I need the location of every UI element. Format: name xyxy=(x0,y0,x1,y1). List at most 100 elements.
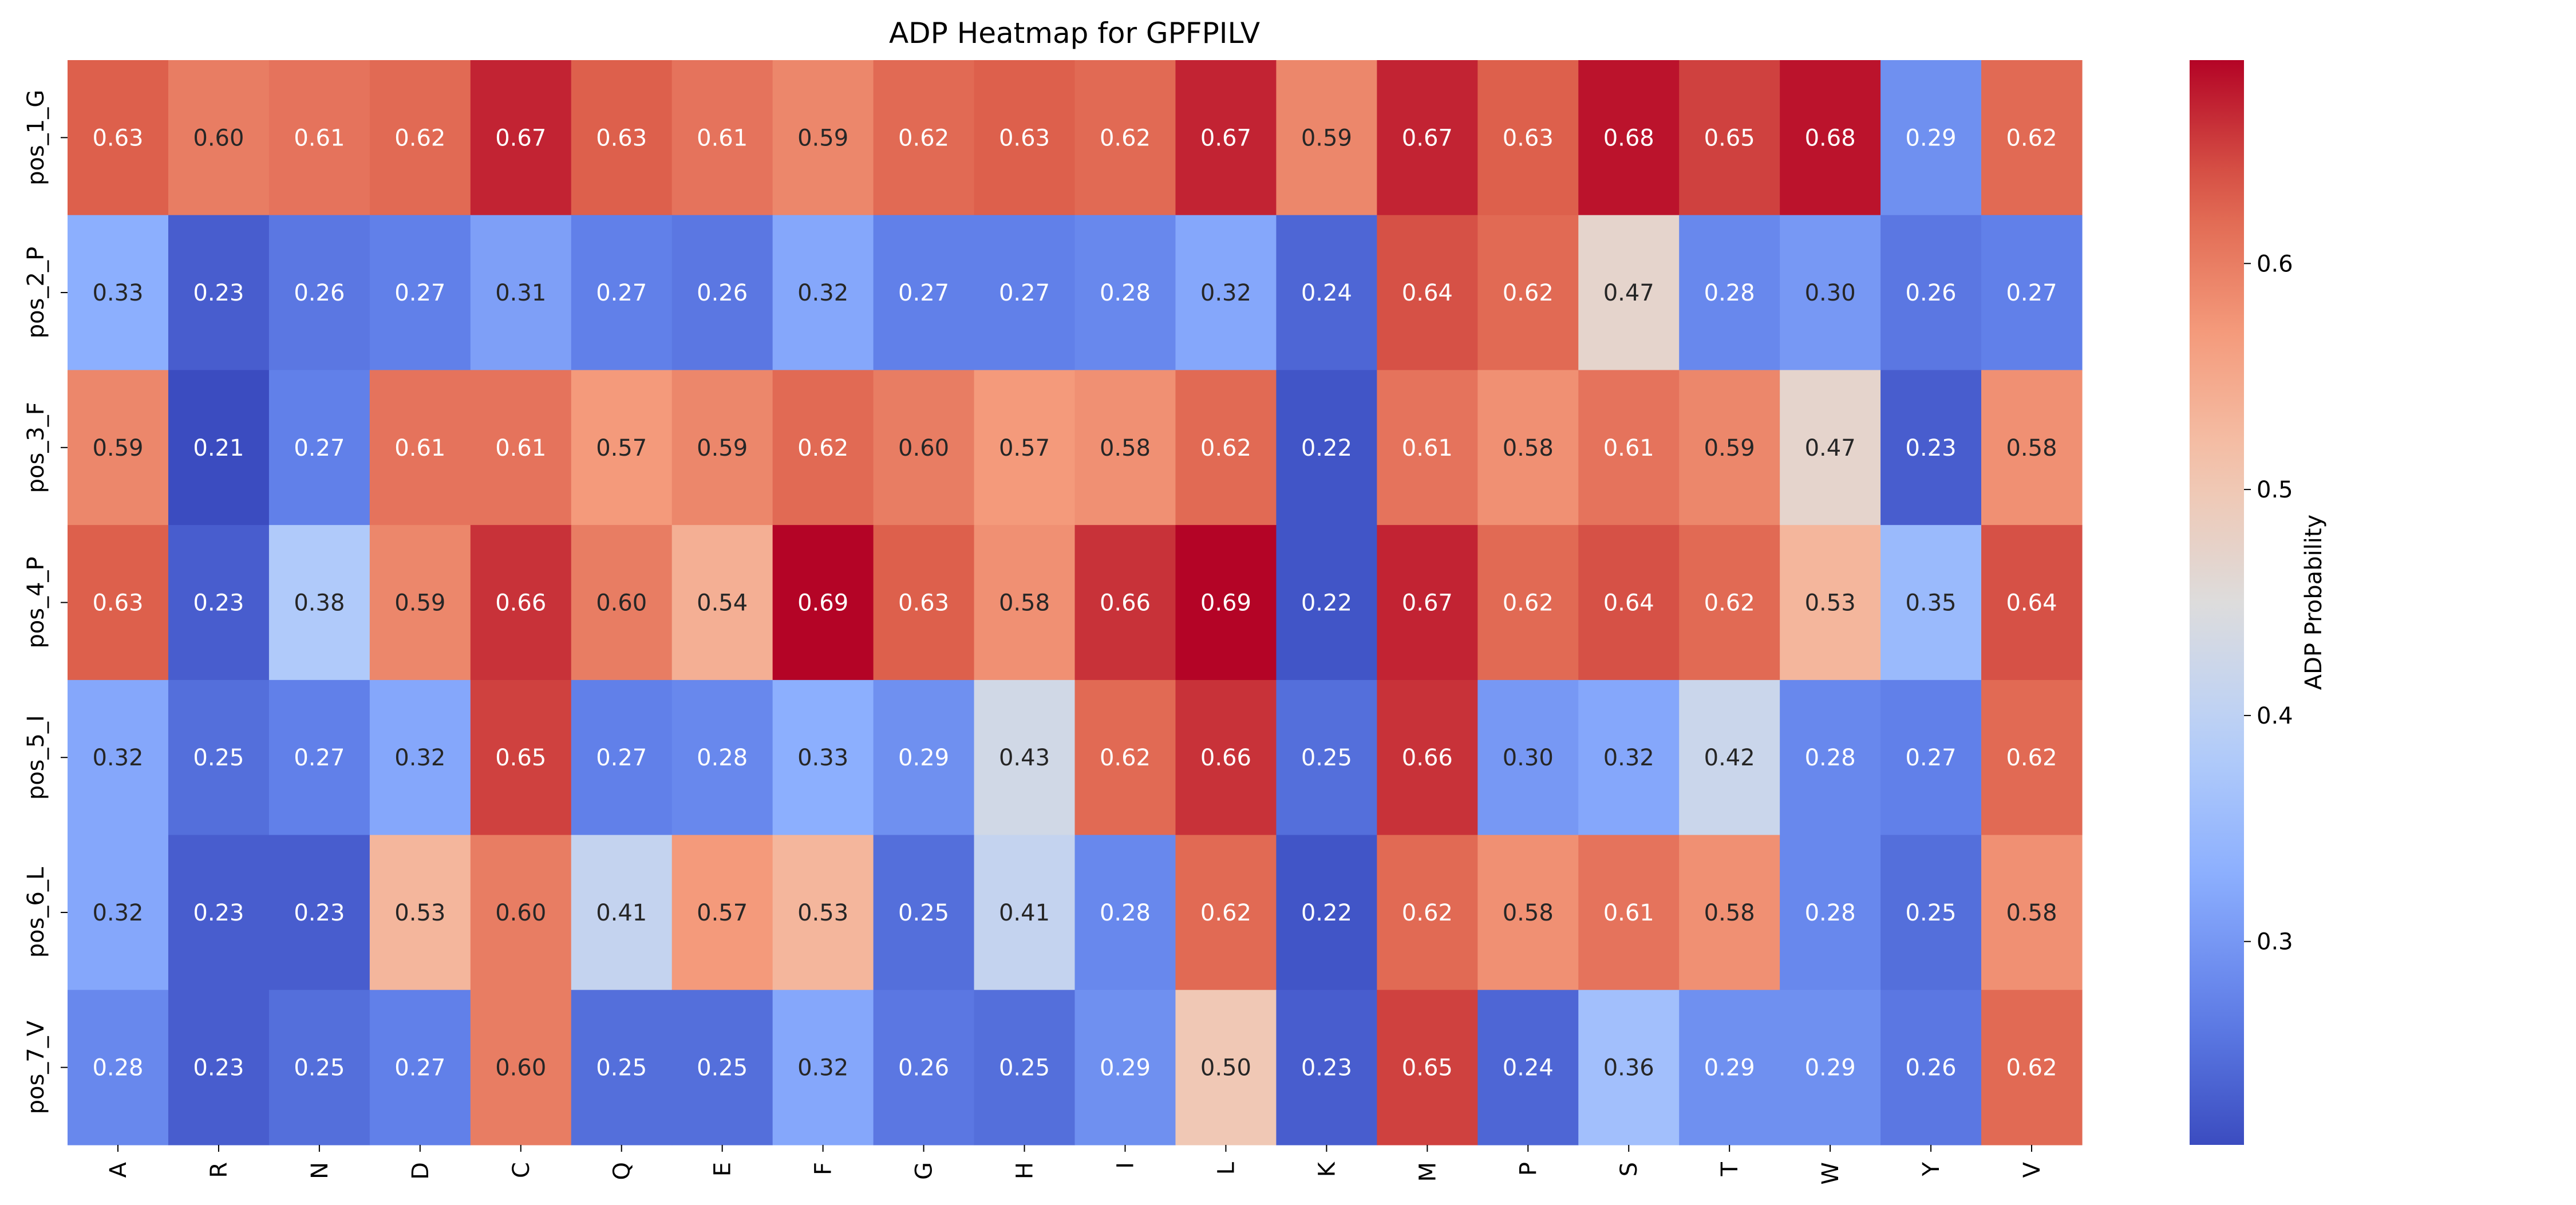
cell-value-label: 0.58 xyxy=(1100,435,1151,461)
y-tick-label: pos_7_V xyxy=(23,1020,49,1114)
cell-value-label: 0.33 xyxy=(92,280,143,306)
heatmap-cell xyxy=(470,370,572,526)
x-tick-label: Q xyxy=(609,1162,635,1180)
cell-value-label: 0.66 xyxy=(1402,745,1453,771)
cell-value-label: 0.62 xyxy=(797,435,848,461)
cell-value-label: 0.59 xyxy=(92,435,143,461)
cell-value-label: 0.25 xyxy=(999,1055,1050,1081)
cell-value-label: 0.57 xyxy=(697,900,748,926)
cell-value-label: 0.61 xyxy=(1603,435,1654,461)
cell-value-label: 0.60 xyxy=(596,590,647,617)
colorbar-ticks: 0.3 0.4 0.5 0.6 xyxy=(2244,251,2293,955)
heatmap-cell xyxy=(1578,679,1680,836)
heatmap-cell xyxy=(1880,679,1982,836)
heatmap-cell xyxy=(168,990,270,1145)
cell-value-label: 0.69 xyxy=(797,590,848,617)
cell-value-label: 0.62 xyxy=(2006,1055,2057,1081)
heatmap-cell xyxy=(1679,525,1780,681)
cell-value-label: 0.61 xyxy=(697,125,748,151)
cell-value-label: 0.25 xyxy=(294,1055,345,1081)
cell-value-label: 0.28 xyxy=(1100,280,1151,306)
heatmap-cell xyxy=(1477,215,1579,371)
heatmap-cell xyxy=(1175,679,1277,836)
cell-value-label: 0.59 xyxy=(697,435,748,461)
heatmap-cell xyxy=(1276,370,1377,526)
heatmap-cell xyxy=(1175,370,1277,526)
cell-value-label: 0.23 xyxy=(193,900,244,926)
cell-value-label: 0.33 xyxy=(797,745,848,771)
heatmap-cell xyxy=(974,525,1076,681)
cell-value-label: 0.57 xyxy=(999,435,1050,461)
cell-value-label: 0.35 xyxy=(1906,590,1957,617)
cell-value-label: 0.53 xyxy=(1805,590,1856,617)
cell-value-label: 0.67 xyxy=(495,125,546,151)
cell-value-label: 0.27 xyxy=(294,435,345,461)
cell-value-label: 0.21 xyxy=(193,435,244,461)
cell-value-label: 0.66 xyxy=(1200,745,1251,771)
cell-value-label: 0.53 xyxy=(797,900,848,926)
heatmap-cell xyxy=(1276,679,1377,836)
heatmap-cell xyxy=(671,215,773,371)
cell-value-label: 0.64 xyxy=(1402,280,1453,306)
cell-value-label: 0.41 xyxy=(999,900,1050,926)
heatmap-cell xyxy=(873,990,975,1145)
y-axis: pos_1_G pos_2_P pos_3_F pos_4_P pos_5_I pos_6… xyxy=(23,90,68,1114)
heatmap-cell xyxy=(1175,835,1277,990)
heatmap-cell xyxy=(1578,370,1680,526)
x-tick-label: G xyxy=(911,1162,938,1180)
y-tick-label: pos_2_P xyxy=(23,247,49,338)
heatmap-cell xyxy=(772,60,874,216)
heatmap-cell xyxy=(1981,525,2083,681)
heatmap-cell xyxy=(772,990,874,1145)
cell-value-label: 0.28 xyxy=(697,745,748,771)
heatmap-cell xyxy=(1377,215,1478,371)
heatmap-cell xyxy=(1175,990,1277,1145)
heatmap-cell xyxy=(1780,60,1881,216)
colorbar-tick-label: 0.3 xyxy=(2257,929,2293,955)
heatmap-cell xyxy=(1377,679,1478,836)
cell-value-label: 0.62 xyxy=(1200,900,1251,926)
cell-value-label: 0.27 xyxy=(596,280,647,306)
heatmap-cell xyxy=(470,215,572,371)
cell-value-label: 0.32 xyxy=(92,745,143,771)
x-tick-label: M xyxy=(1415,1162,1441,1182)
heatmap-cell xyxy=(1780,215,1881,371)
cell-value-label: 0.47 xyxy=(1805,435,1856,461)
heatmap-cell xyxy=(1074,525,1176,681)
heatmap-cell xyxy=(1578,215,1680,371)
heatmap-cell xyxy=(168,525,270,681)
heatmap-cell xyxy=(1377,835,1478,990)
heatmap-cell xyxy=(168,679,270,836)
cell-value-label: 0.67 xyxy=(1402,590,1453,617)
heatmap-cell xyxy=(1074,679,1176,836)
cell-value-label: 0.29 xyxy=(1100,1055,1151,1081)
cell-value-label: 0.27 xyxy=(1906,745,1957,771)
heatmap-cell xyxy=(1679,370,1780,526)
cell-value-label: 0.59 xyxy=(1704,435,1755,461)
x-tick-label: T xyxy=(1717,1161,1743,1176)
heatmap-cell xyxy=(1578,525,1680,681)
heatmap-cell xyxy=(1679,990,1780,1145)
cell-value-label: 0.54 xyxy=(697,590,748,617)
cell-value-label: 0.62 xyxy=(1100,745,1151,771)
heatmap-cell xyxy=(369,525,471,681)
heatmap-cell xyxy=(1477,525,1579,681)
x-tick-label: K xyxy=(1314,1161,1340,1177)
heatmap-cell xyxy=(268,370,370,526)
heatmap-cell xyxy=(1276,525,1377,681)
cell-value-label: 0.65 xyxy=(1402,1055,1453,1081)
heatmap-cell xyxy=(369,835,471,990)
heatmap-cell xyxy=(68,525,169,681)
heatmap-cell xyxy=(974,215,1076,371)
cell-value-label: 0.62 xyxy=(1402,900,1453,926)
heatmap-cell xyxy=(873,215,975,371)
heatmap-cell xyxy=(1477,835,1579,990)
heatmap-cell xyxy=(1880,60,1982,216)
cell-value-label: 0.22 xyxy=(1301,435,1352,461)
cell-value-label: 0.57 xyxy=(596,435,647,461)
heatmap-cell xyxy=(68,60,169,216)
cell-value-label: 0.23 xyxy=(1906,435,1957,461)
cell-value-label: 0.59 xyxy=(797,125,848,151)
heatmap-cell xyxy=(772,679,874,836)
cell-value-label: 0.23 xyxy=(1301,1055,1352,1081)
